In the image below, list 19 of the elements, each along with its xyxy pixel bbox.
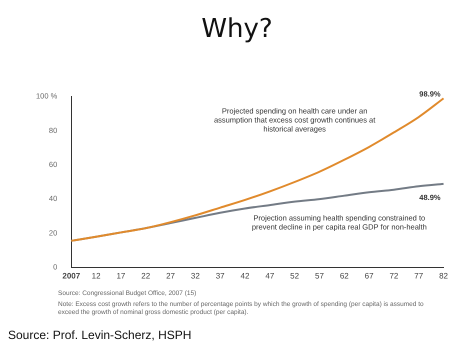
- x-tick-label: 37: [216, 272, 226, 281]
- x-tick-label: 62: [340, 272, 350, 281]
- source-note: Source: Prof. Levin-Scherz, HSPH: [8, 328, 192, 342]
- x-tick-label: 42: [240, 272, 250, 281]
- x-tick-label: 22: [141, 272, 151, 281]
- x-tick-label: 52: [290, 272, 300, 281]
- chart-title: Why?: [200, 14, 274, 44]
- x-tick-label: 77: [414, 272, 424, 281]
- x-tick-label: 57: [315, 272, 324, 281]
- x-tick-label: 17: [116, 272, 126, 281]
- x-tick-label: 2007: [62, 272, 81, 281]
- x-tick-label: 12: [92, 272, 102, 281]
- x-tick-label: 67: [364, 272, 374, 281]
- line-series: [70, 97, 445, 242]
- x-tick-label: 27: [166, 272, 176, 281]
- x-tick-label: 47: [265, 272, 275, 281]
- x-tick-label: 82: [439, 272, 449, 281]
- x-tick-label: 32: [190, 272, 200, 281]
- x-tick-label: 72: [389, 272, 399, 281]
